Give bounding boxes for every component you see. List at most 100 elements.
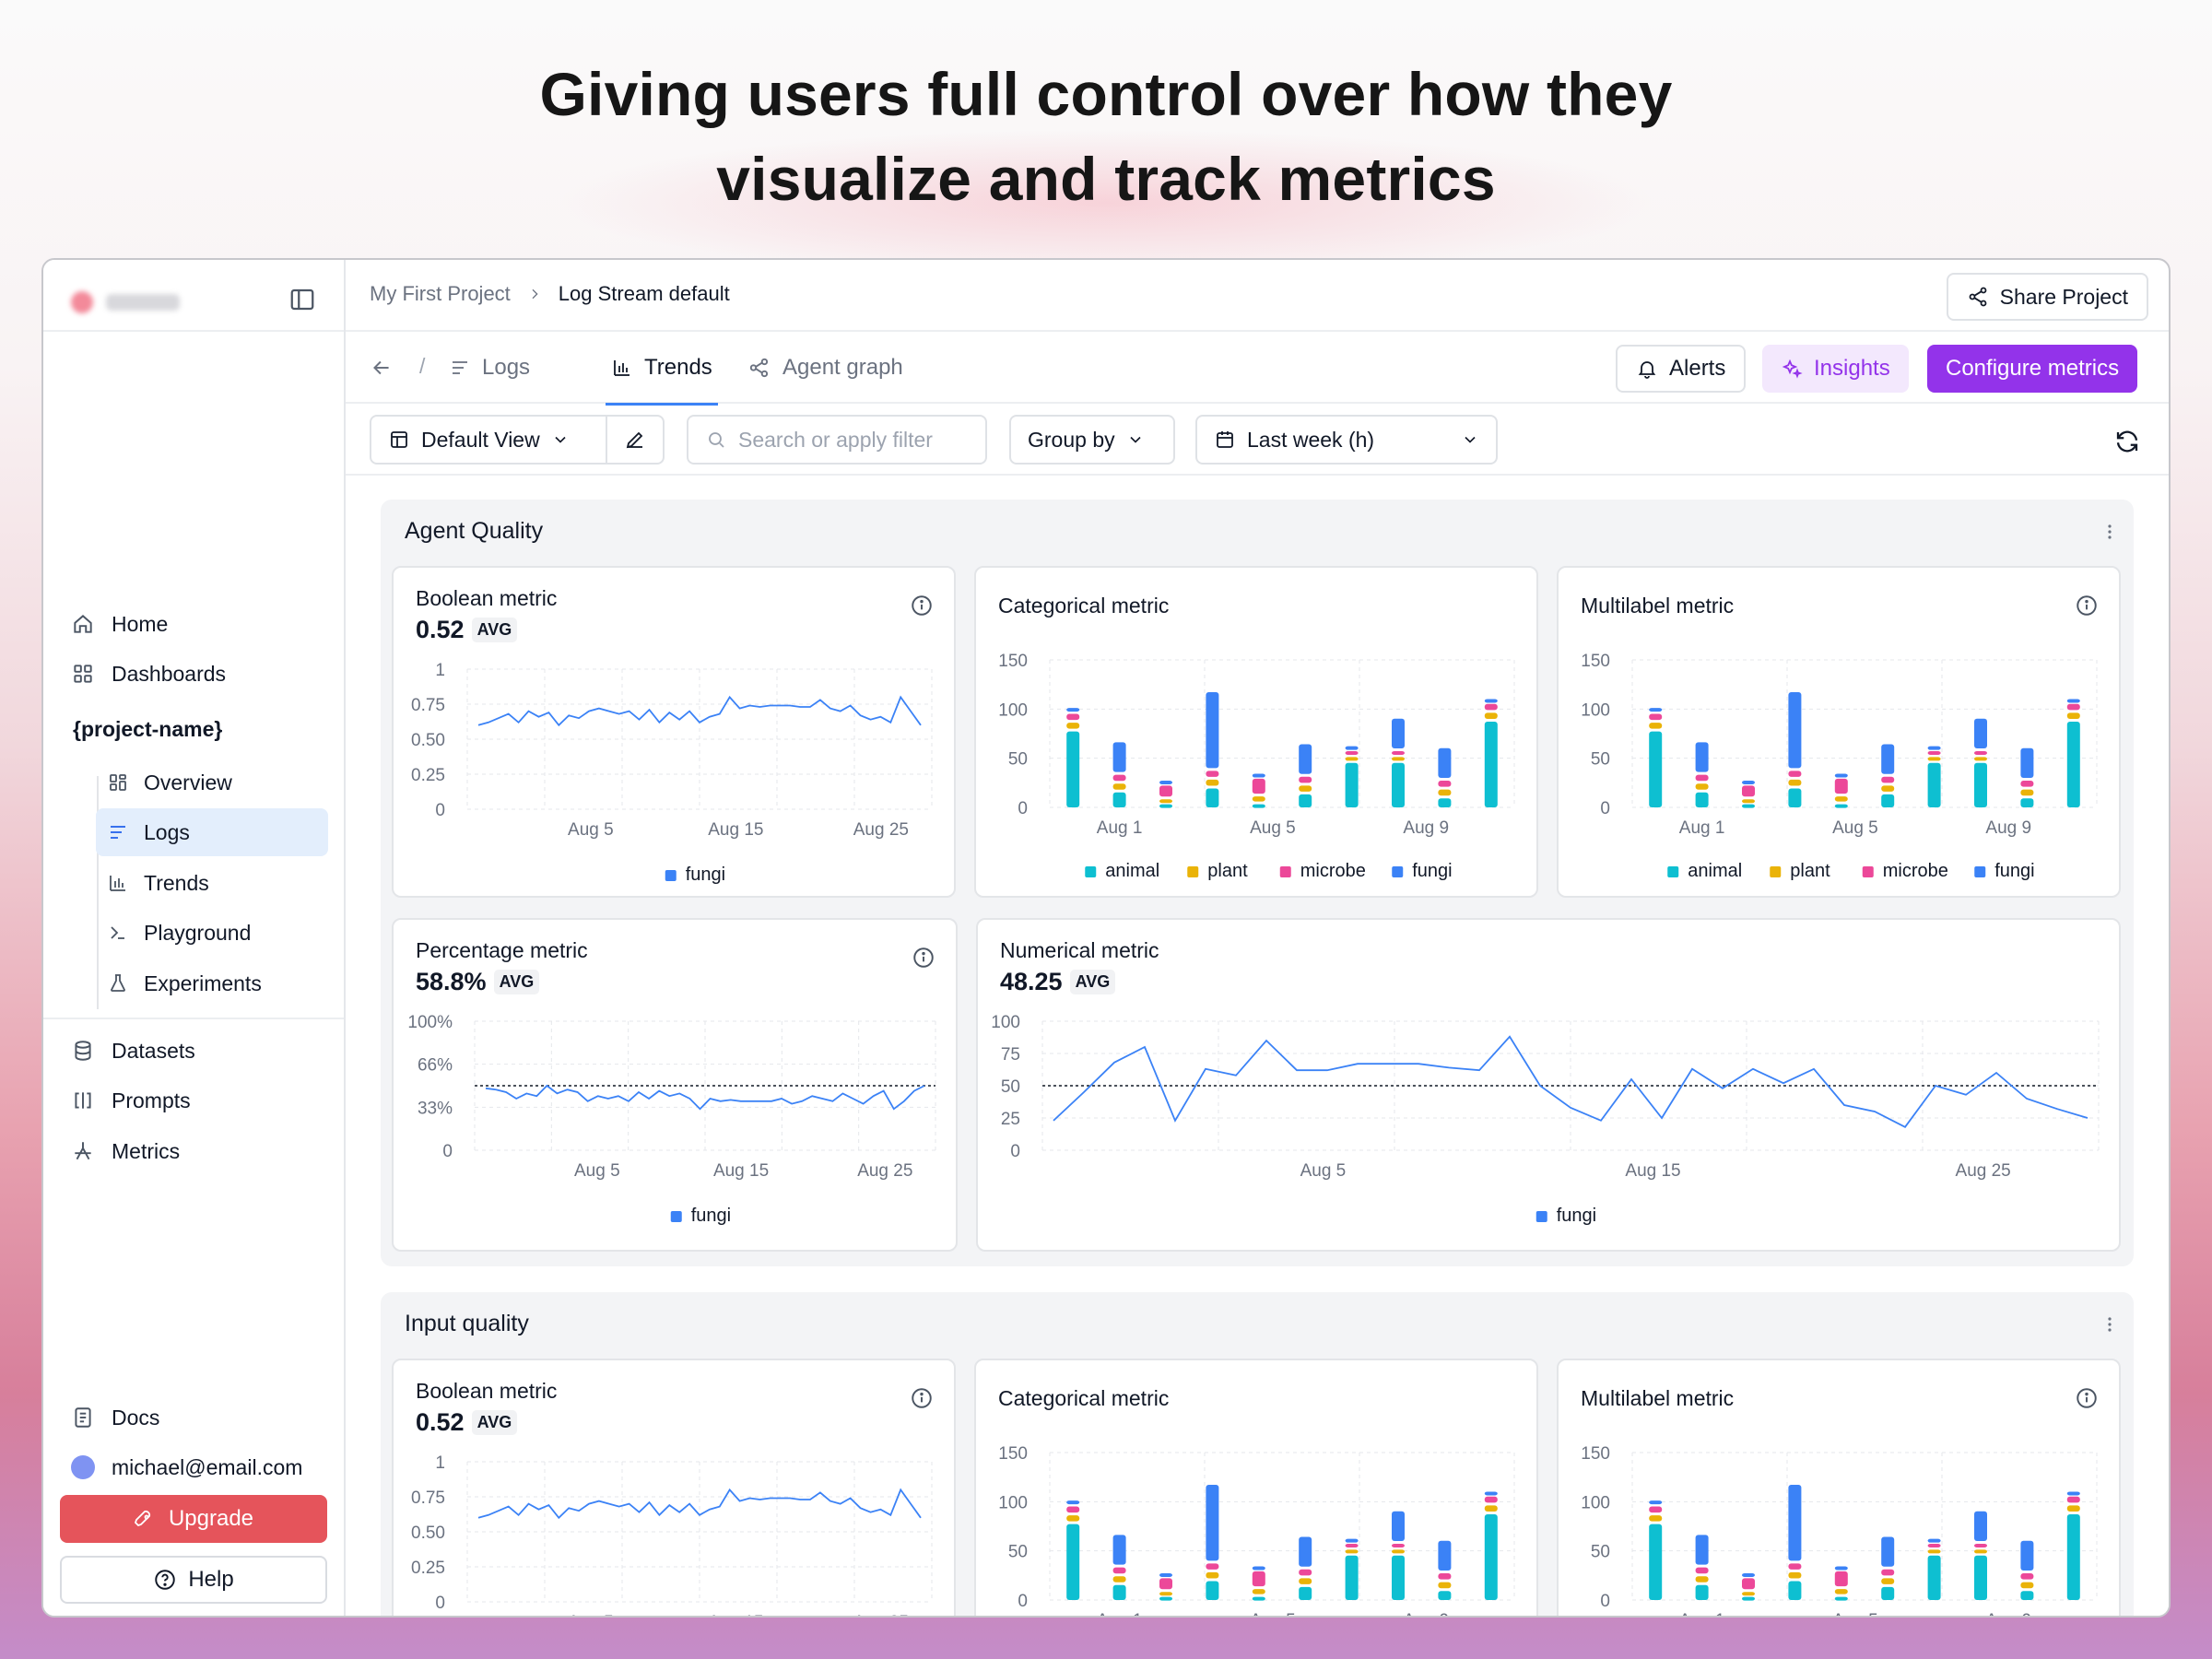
avg-tag: AVG xyxy=(493,970,540,994)
x-tick-label: Aug 1 xyxy=(1097,818,1143,838)
group-by-label: Group by xyxy=(1028,427,1115,452)
back-arrow-icon[interactable] xyxy=(370,356,394,380)
card-multilabel-metric: 150 100 50 0 Aug 1 Aug 5 Aug 9 animal plant micro… xyxy=(1557,566,2121,898)
x-tick-label: Aug 5 xyxy=(568,1613,614,1616)
alerts-button[interactable]: Alerts xyxy=(1616,345,1747,393)
breadcrumb: My First Project Log Stream default xyxy=(370,282,730,306)
sidebar-item-label: Metrics xyxy=(112,1138,181,1163)
bar-segment-microbe xyxy=(1788,1563,1802,1570)
sidebar-item-label: Prompts xyxy=(112,1088,191,1112)
bar-segment-plant xyxy=(1066,1515,1080,1522)
docs-icon xyxy=(75,1407,91,1428)
y-tick-label: 1 xyxy=(435,1453,445,1473)
breadcrumb-current: Log Stream default xyxy=(558,282,730,305)
bar-segment-plant xyxy=(1252,1589,1265,1594)
insights-button[interactable]: Insights xyxy=(1762,345,1909,393)
sidebar-item-metrics[interactable]: Metrics xyxy=(71,1129,180,1173)
bar-segment-microbe xyxy=(1742,1578,1755,1590)
sidebar-item-dashboards[interactable]: Dashboards xyxy=(71,652,226,696)
refresh-icon[interactable] xyxy=(2113,428,2141,455)
x-tick-label: Aug 9 xyxy=(1403,818,1449,838)
brand-logo[interactable] xyxy=(71,284,180,321)
more-options-icon[interactable] xyxy=(2099,518,2121,546)
legend-label-animal: animal xyxy=(1105,861,1159,881)
sidebar-item-trends[interactable]: Trends xyxy=(96,859,328,907)
configure-metrics-button[interactable]: Configure metrics xyxy=(1927,345,2138,393)
bar-segment-animal xyxy=(1927,1555,1941,1600)
y-tick-label: 25 xyxy=(1001,1110,1020,1129)
bar-segment-fungi xyxy=(1438,747,1452,778)
bar-segment-fungi xyxy=(2066,1491,2080,1496)
bar-segment-plant xyxy=(1392,757,1405,761)
bar-segment-microbe xyxy=(2066,1496,2080,1503)
bar-segment-animal xyxy=(1695,792,1709,807)
bar-segment-microbe xyxy=(1206,771,1219,777)
bar-segment-animal xyxy=(2020,798,2034,807)
tab-label: Trends xyxy=(644,355,712,380)
user-account[interactable]: michael@email.com xyxy=(71,1445,302,1489)
upgrade-button[interactable]: Upgrade xyxy=(60,1495,327,1543)
y-tick-label: 0.50 xyxy=(411,731,445,750)
help-button[interactable]: Help xyxy=(60,1556,327,1604)
x-tick-label: Aug 5 xyxy=(574,1161,620,1181)
edit-view-button[interactable] xyxy=(606,415,665,465)
legend-label-fungi: fungi xyxy=(1412,861,1452,881)
view-selector[interactable]: Default View xyxy=(370,415,607,465)
search-placeholder: Search or apply filter xyxy=(738,427,933,452)
date-range-dropdown[interactable]: Last week (h) xyxy=(1195,415,1498,465)
sidebar-item-home[interactable]: Home xyxy=(71,602,168,646)
sidebar-item-datasets[interactable]: Datasets xyxy=(71,1029,195,1073)
x-tick-label: Aug 25 xyxy=(1956,1161,2011,1181)
card-average: 48.25 AVG xyxy=(1000,968,1116,996)
bar-segment-plant xyxy=(1438,789,1452,796)
bar-segment-plant xyxy=(1112,1576,1126,1583)
card-title: Percentage metric xyxy=(416,938,588,962)
project-name[interactable]: {project-name} xyxy=(73,717,223,741)
sidebar-item-experiments[interactable]: Experiments xyxy=(96,959,328,1007)
y-tick-label: 150 xyxy=(998,652,1028,671)
legend-swatch-fungi xyxy=(1974,866,1986,877)
bar-segment-microbe xyxy=(1345,751,1359,755)
bar-segment-animal xyxy=(1159,804,1172,808)
y-tick-label: 50 xyxy=(1591,750,1610,770)
date-range-label: Last week (h) xyxy=(1247,427,1375,452)
info-icon[interactable] xyxy=(2075,1386,2099,1410)
bar-segment-microbe xyxy=(1299,1569,1312,1576)
headline-line-2: visualize and track metrics xyxy=(716,145,1496,213)
sidebar-toggle-icon[interactable] xyxy=(288,286,316,313)
database-icon xyxy=(75,1041,91,1061)
tab-logs[interactable]: Logs xyxy=(449,332,530,404)
tab-agent-graph[interactable]: Agent graph xyxy=(747,332,903,404)
info-icon[interactable] xyxy=(2075,594,2099,618)
group-by-dropdown[interactable]: Group by xyxy=(1009,415,1175,465)
bar-segment-animal xyxy=(2066,722,2080,807)
info-icon[interactable] xyxy=(910,1386,934,1410)
user-email: michael@email.com xyxy=(112,1454,303,1479)
search-filter-input[interactable]: Search or apply filter xyxy=(687,415,987,465)
info-icon[interactable] xyxy=(912,946,935,970)
bar-segment-microbe xyxy=(1927,1544,1941,1547)
bar-segment-microbe xyxy=(1206,1563,1219,1570)
x-tick-label: Aug 5 xyxy=(1832,1611,1878,1616)
help-icon xyxy=(155,1570,176,1590)
sidebar-item-prompts[interactable]: Prompts xyxy=(71,1078,191,1123)
more-options-icon[interactable] xyxy=(2099,1311,2121,1338)
sidebar: Home Dashboards {project-name} Overview … xyxy=(43,260,346,1616)
info-icon[interactable] xyxy=(910,594,934,618)
share-project-button[interactable]: Share Project xyxy=(1946,273,2148,321)
y-tick-label: 100 xyxy=(991,1013,1020,1032)
bar-segment-fungi xyxy=(2020,747,2034,778)
sidebar-item-docs[interactable]: Docs xyxy=(71,1395,159,1440)
bar-segment-microbe xyxy=(1345,1544,1359,1547)
x-tick-label: Aug 5 xyxy=(1250,818,1296,838)
bar-segment-animal xyxy=(1649,1524,1663,1600)
bar-segment-fungi xyxy=(1649,708,1663,712)
sidebar-item-logs[interactable]: Logs xyxy=(96,808,328,856)
tab-trends[interactable]: Trends xyxy=(606,332,718,406)
bar-segment-microbe xyxy=(1112,1567,1126,1574)
breadcrumb-project[interactable]: My First Project xyxy=(370,282,511,305)
bar-segment-fungi xyxy=(1695,1535,1709,1565)
bar-segment-fungi xyxy=(1927,1538,1941,1543)
sidebar-item-playground[interactable]: Playground xyxy=(96,909,328,957)
sidebar-item-overview[interactable]: Overview xyxy=(96,759,328,806)
